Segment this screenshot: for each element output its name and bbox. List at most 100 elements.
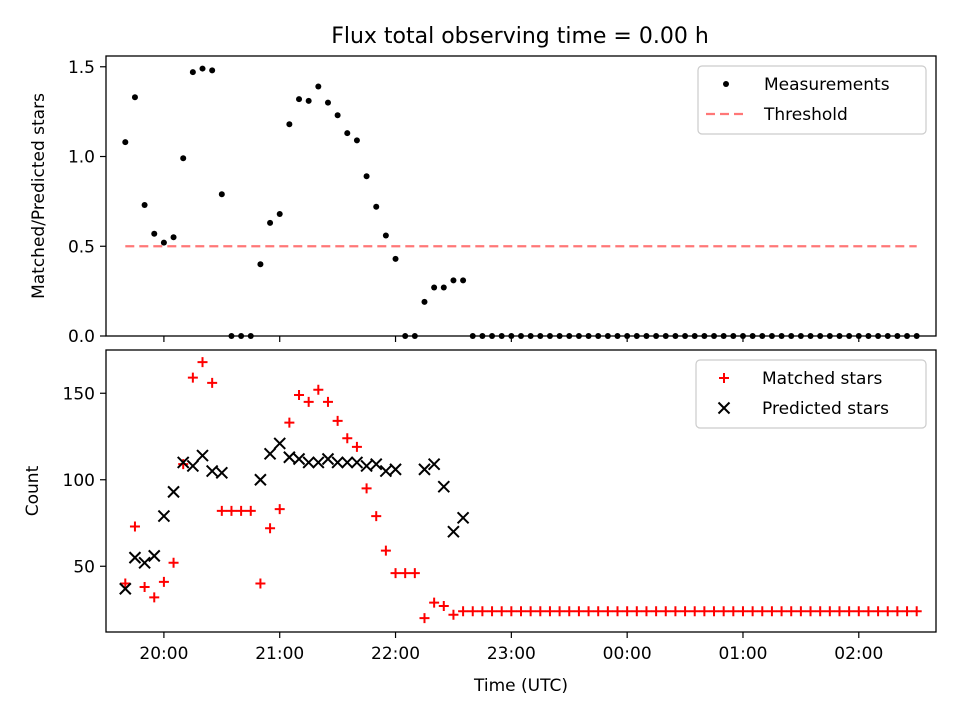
matched-star-point — [322, 396, 333, 407]
measurement-point — [180, 155, 187, 162]
predicted-star-point — [350, 456, 364, 469]
legend-label: Predicted stars — [762, 399, 889, 419]
count-y-axis-label: Count — [23, 465, 43, 516]
matched-star-point — [448, 609, 459, 620]
predicted-star-point — [341, 456, 354, 469]
predicted-star-point — [205, 464, 219, 478]
ratio-marks — [122, 65, 920, 339]
matched-star-point — [506, 606, 517, 617]
predicted-star-point — [360, 459, 373, 473]
matched-star-point — [342, 433, 353, 444]
ratio-legend: Measurements Threshold — [697, 65, 927, 135]
measurement-point — [286, 121, 293, 128]
matched-star-point — [429, 597, 440, 608]
count-marks — [119, 357, 922, 624]
matched-star-point — [458, 606, 469, 617]
matched-star-point — [332, 415, 343, 426]
measurement-point — [141, 201, 148, 208]
matched-star-point — [795, 606, 806, 617]
matched-star-point — [593, 606, 604, 617]
predicted-star-point — [389, 463, 402, 476]
matched-star-point — [303, 396, 314, 407]
measurement-point — [209, 67, 216, 74]
matched-star-point — [496, 606, 507, 617]
matched-star-point — [197, 357, 208, 368]
legend-label: Measurements — [764, 75, 890, 95]
measurement-point — [305, 97, 312, 104]
matched-star-point — [371, 511, 382, 522]
x-tick-label: 20:00 — [139, 644, 188, 664]
legend-label: Threshold — [763, 105, 848, 125]
matched-star-point — [844, 606, 855, 617]
measurement-point — [218, 191, 225, 198]
matched-star-point — [516, 606, 526, 617]
matched-star-point — [487, 606, 498, 617]
ratio-panel: 0.0 0.5 1.0 1.5 Matched/Predicted stars Mea… — [29, 55, 937, 347]
x-tick-label: 02:00 — [834, 644, 883, 664]
x-tick-label: 01:00 — [718, 644, 767, 664]
measurement-point — [160, 239, 167, 246]
predicted-star-point — [283, 451, 296, 464]
matched-star-point — [554, 606, 565, 617]
legend-plus-marker — [719, 373, 729, 383]
predicted-star-point — [128, 551, 142, 564]
measurement-point — [257, 261, 264, 268]
matched-star-point — [786, 606, 797, 617]
predicted-star-point — [196, 449, 209, 462]
measurement-point — [460, 277, 467, 284]
matched-star-point — [265, 523, 276, 534]
x-tick-label: 00:00 — [603, 644, 652, 664]
predicted-star-point — [119, 582, 132, 595]
matched-star-point — [245, 505, 256, 516]
matched-star-point — [873, 606, 884, 617]
x-tick-label: 22:00 — [371, 644, 420, 664]
measurement-point — [296, 96, 303, 103]
y-tick-label: 0.5 — [68, 237, 95, 257]
matched-star-point — [178, 459, 189, 470]
matched-star-point — [438, 601, 449, 612]
predicted-star-point — [215, 466, 229, 480]
predicted-star-point — [437, 480, 450, 493]
measurement-point — [450, 277, 457, 284]
measurement-point — [151, 230, 158, 237]
matched-star-point — [477, 606, 488, 617]
count-legend: Matched stars Predicted stars — [695, 359, 927, 429]
matched-star-point — [158, 576, 169, 587]
predicted-star-point — [292, 452, 306, 466]
measurement-point — [431, 284, 438, 291]
matched-star-point — [274, 504, 285, 515]
x-axis-label: Time (UTC) — [473, 676, 568, 696]
matched-star-point — [776, 606, 787, 617]
matched-star-point — [709, 606, 720, 617]
matched-star-point — [689, 606, 700, 617]
measurement-point — [122, 139, 129, 146]
predicted-star-point — [167, 485, 180, 499]
predicted-star-point — [331, 456, 344, 469]
matched-star-point — [120, 578, 131, 589]
matched-star-point — [824, 606, 835, 617]
predicted-star-point — [186, 459, 200, 473]
matched-star-point — [911, 606, 922, 617]
matched-star-point — [564, 606, 575, 617]
measurement-point — [382, 232, 389, 239]
legend-label: Matched stars — [762, 369, 882, 389]
predicted-star-point — [157, 509, 171, 523]
matched-star-point — [216, 505, 227, 516]
matched-star-point — [757, 606, 768, 617]
matched-star-point — [641, 606, 652, 617]
matched-star-point — [834, 606, 845, 617]
matched-star-point — [284, 417, 295, 428]
measurement-point — [440, 284, 447, 291]
figure-title: Flux total observing time = 0.00 h — [331, 24, 709, 49]
matched-star-point — [853, 606, 864, 617]
matched-star-point — [236, 505, 247, 516]
predicted-star-point — [148, 549, 161, 563]
measurement-point — [276, 210, 283, 217]
matched-star-point — [699, 606, 710, 617]
count-axes-frame — [105, 349, 937, 633]
matched-star-point — [255, 578, 266, 589]
matched-star-point — [129, 521, 140, 532]
predicted-star-point — [370, 457, 383, 471]
y-tick-label: 1.5 — [68, 58, 95, 78]
matched-star-point — [535, 606, 546, 617]
